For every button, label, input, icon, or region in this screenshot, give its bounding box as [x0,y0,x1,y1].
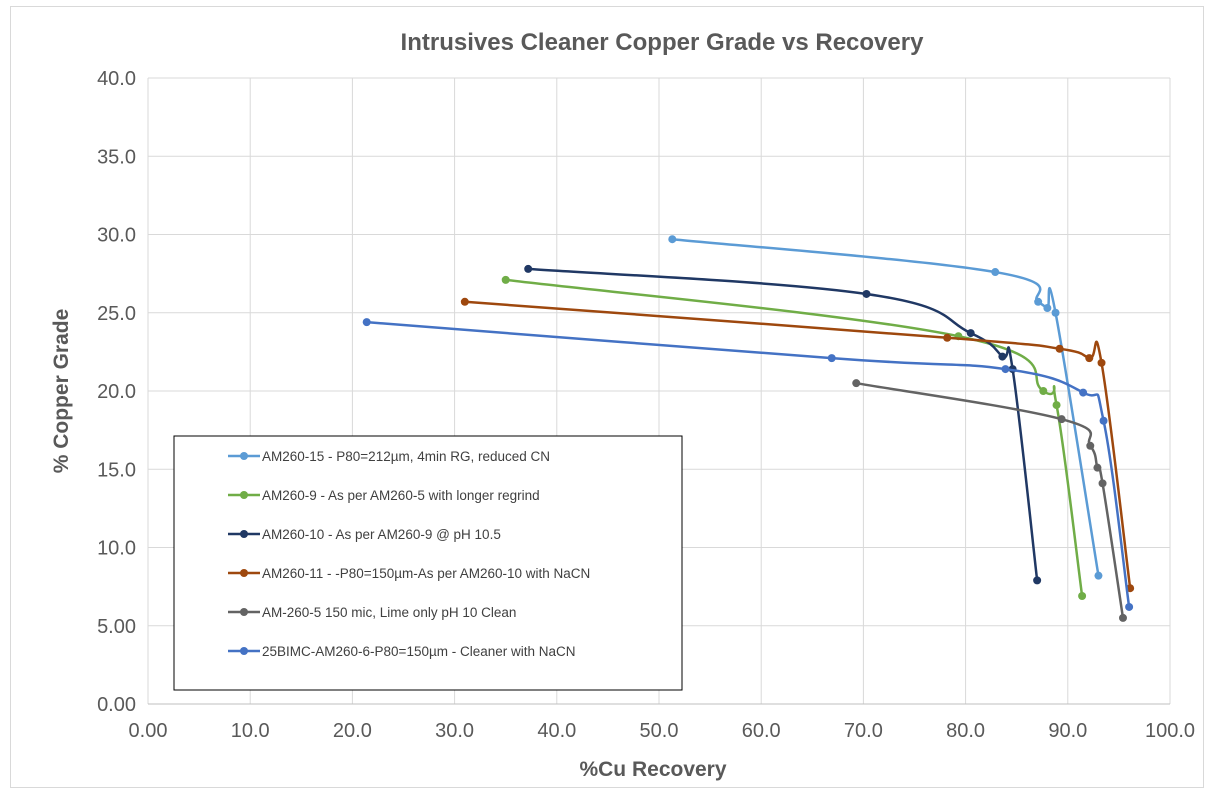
chart-title: Intrusives Cleaner Copper Grade vs Recov… [401,29,925,56]
data-point [1078,592,1087,601]
legend-label: AM-260-5 150 mic, Lime only pH 10 Clean [262,605,516,620]
legend-label: 25BIMC-AM260-6-P80=150µm - Cleaner with … [262,644,576,659]
legend-swatch-marker [240,569,248,577]
x-tick-label: 90.0 [1048,720,1087,742]
y-tick-label: 0.00 [97,694,136,716]
series-line [672,237,1100,576]
data-point [1093,463,1102,472]
y-tick-label: 35.0 [97,146,136,168]
x-tick-label: 50.0 [640,720,679,742]
y-tick-label: 40.0 [97,68,136,90]
data-point [1033,576,1042,585]
data-point [1057,415,1066,424]
data-point [668,235,677,244]
data-point [1125,602,1134,611]
x-tick-label: 70.0 [844,720,883,742]
legend-swatch-marker [240,647,248,655]
y-axis-title: % Copper Grade [50,309,73,474]
y-tick-label: 25.0 [97,303,136,325]
data-point [1097,358,1106,367]
data-point [1094,571,1103,580]
legend-swatch-marker [240,452,248,460]
legend-label: AM260-11 - -P80=150µm-As per AM260-10 wi… [262,566,590,581]
data-point [966,329,975,338]
data-point [1043,304,1052,313]
x-tick-label: 100.0 [1145,720,1195,742]
legend: AM260-15 - P80=212µm, 4min RG, reduced C… [173,435,683,691]
data-point [1052,401,1061,410]
y-tick-label: 5.00 [97,616,136,638]
axes: 0.00 10.0 20.0 30.0 40.0 50.0 60.0 70.0 80.0 90.0… [97,68,1195,742]
series-line [505,278,1084,597]
data-point [1055,344,1064,353]
legend-entry: AM260-15 - P80=212µm, 4min RG, reduced C… [228,449,550,464]
data-point [1086,441,1095,450]
y-tick-label: 15.0 [97,459,136,481]
legend-swatch-marker [240,530,248,538]
legend-entry: AM260-11 - -P80=150µm-As per AM260-10 wi… [228,566,590,581]
x-tick-label: 60.0 [742,720,781,742]
data-point [460,297,469,306]
legend-label: AM260-9 - As per AM260-5 with longer reg… [262,488,540,503]
legend-entry: AM260-10 - As per AM260-9 @ pH 10.5 [228,527,501,542]
series-lines [362,235,1135,622]
data-point [1099,416,1108,425]
series-line [528,267,1039,581]
data-point [1079,388,1088,397]
x-tick-label: 80.0 [946,720,985,742]
y-tick-label: 20.0 [97,381,136,403]
data-point [827,354,836,363]
x-axis-title: %Cu Recovery [579,758,726,781]
y-tick-label: 10.0 [97,538,136,560]
data-point [943,333,952,342]
series-1 [668,235,1103,580]
data-point [1085,354,1094,363]
data-point [501,275,510,284]
legend-entry: 25BIMC-AM260-6-P80=150µm - Cleaner with … [228,644,576,659]
legend-label: AM260-10 - As per AM260-9 @ pH 10.5 [262,527,501,542]
x-tick-label: 20.0 [333,720,372,742]
data-point [1039,387,1048,395]
legend-box [173,435,683,691]
series-6 [362,318,1134,611]
x-tick-label: 0.00 [129,720,168,742]
data-point [524,264,533,273]
x-tick-label: 40.0 [537,720,576,742]
legend-entry: AM-260-5 150 mic, Lime only pH 10 Clean [228,605,516,620]
data-point [998,352,1007,361]
legend-swatch-marker [240,491,248,499]
y-tick-label: 30.0 [97,225,136,247]
x-tick-label: 10.0 [231,720,270,742]
data-point [991,268,1000,277]
data-point [1001,365,1010,374]
legend-label: AM260-15 - P80=212µm, 4min RG, reduced C… [262,449,550,464]
data-point [852,379,861,388]
data-point [1034,297,1043,306]
x-tick-label: 30.0 [435,720,474,742]
data-point [1051,308,1060,317]
data-point [1098,479,1107,488]
series-line [856,381,1125,619]
legend-swatch-marker [240,608,248,616]
series-2 [501,275,1087,601]
legend-entry: AM260-9 - As per AM260-5 with longer reg… [228,488,540,503]
data-point [862,289,871,298]
data-point [1118,613,1127,622]
series-5 [852,379,1127,622]
data-point [362,318,371,327]
